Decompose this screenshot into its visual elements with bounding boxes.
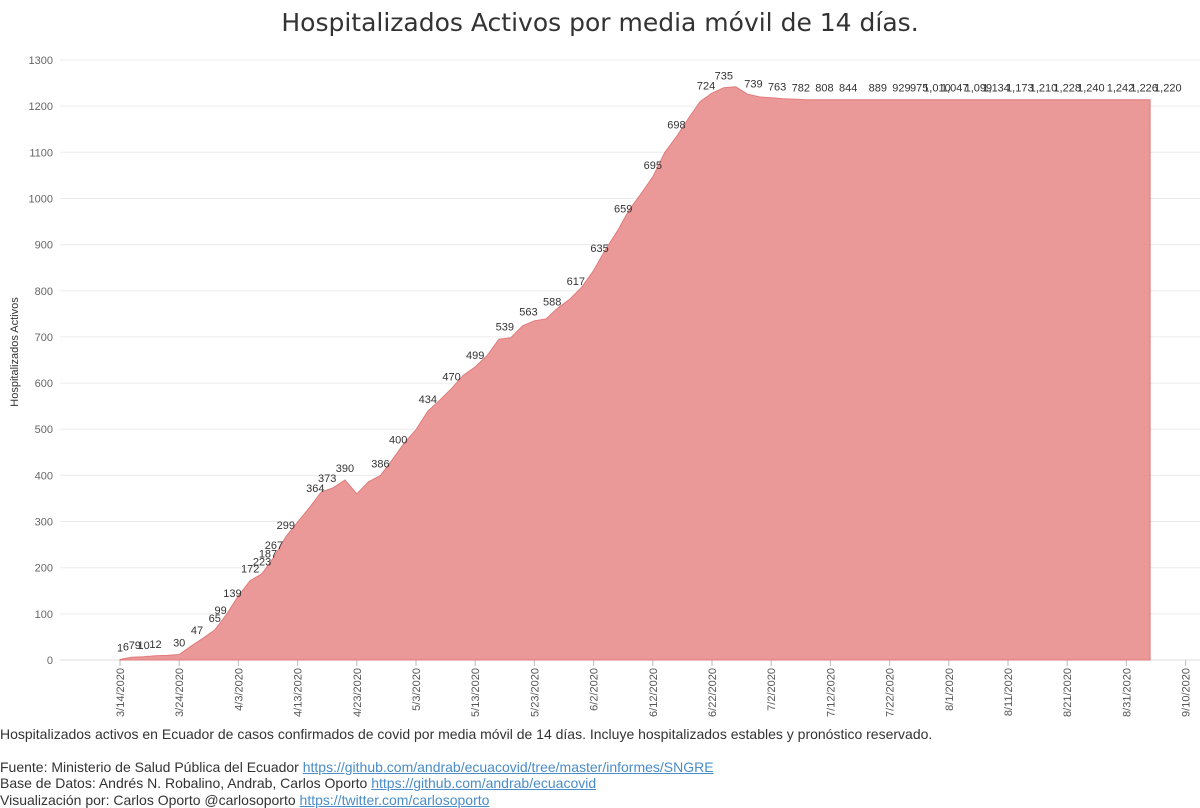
data-label: 139 — [223, 588, 241, 600]
data-label: 386 — [371, 458, 389, 470]
y-tick-label: 500 — [35, 424, 53, 436]
y-tick-label: 900 — [35, 240, 53, 252]
data-label: 617 — [567, 276, 585, 288]
data-label: 763 — [768, 81, 786, 93]
data-label: 588 — [543, 296, 561, 308]
data-label: 30 — [173, 637, 185, 649]
data-label: 499 — [466, 350, 484, 362]
data-label: 267 — [265, 540, 283, 552]
y-axis: 0 100 200 300 400 500 600 700 800 900 1000 1100 1200… — [29, 55, 53, 667]
y-tick-label: 700 — [35, 332, 53, 344]
x-tick-label: 4/23/2020 — [352, 668, 364, 717]
area-series — [120, 87, 1150, 660]
y-tick-label: 1200 — [29, 101, 53, 113]
data-label: 223 — [253, 557, 271, 569]
area-fill — [120, 87, 1150, 660]
x-tick-label: 4/3/2020 — [233, 668, 245, 711]
data-label: 539 — [496, 322, 514, 334]
data-label: 10 — [138, 640, 150, 652]
y-axis-label: Hospitalizados Activos — [9, 297, 21, 407]
data-label: 929 — [892, 83, 910, 95]
data-label: 299 — [277, 520, 295, 532]
data-label: 400 — [389, 434, 407, 446]
footer-source: Fuente: Ministerio de Salud Pública del … — [0, 759, 1200, 776]
data-label: 470 — [442, 372, 460, 384]
data-label: 739 — [744, 79, 762, 91]
footer-description: Hospitalizados activos en Ecuador de cas… — [0, 726, 1200, 743]
footer-source-text: Fuente: Ministerio de Salud Pública del … — [0, 759, 303, 775]
data-label: 735 — [715, 71, 733, 83]
footer-database: Base de Datos: Andrés N. Robalino, Andra… — [0, 775, 1200, 792]
x-tick-label: 8/31/2020 — [1121, 668, 1133, 717]
data-label: 889 — [869, 83, 887, 95]
data-label: 695 — [644, 160, 662, 172]
data-label: 12 — [149, 639, 161, 651]
y-tick-label: 1100 — [29, 147, 53, 159]
x-tick-label: 7/12/2020 — [825, 668, 837, 717]
data-label: 844 — [839, 83, 857, 95]
x-tick-label: 5/13/2020 — [470, 668, 482, 717]
x-tick-label: 3/24/2020 — [174, 668, 186, 717]
data-label: 563 — [519, 306, 537, 318]
data-label: 434 — [419, 394, 437, 406]
data-label: 659 — [614, 204, 632, 216]
y-tick-label: 100 — [35, 609, 53, 621]
data-label: 47 — [191, 625, 203, 637]
data-label: 698 — [667, 120, 685, 132]
data-label: 724 — [697, 80, 715, 92]
data-label: 808 — [815, 83, 833, 95]
y-tick-label: 300 — [35, 517, 53, 529]
data-label: 99 — [215, 605, 227, 617]
source-link[interactable]: https://github.com/andrab/ecuacovid/tree… — [303, 759, 714, 775]
data-label: 1,240 — [1077, 83, 1105, 95]
x-tick-label: 7/2/2020 — [766, 668, 778, 711]
y-tick-label: 200 — [35, 563, 53, 575]
data-label: 635 — [590, 243, 608, 255]
y-tick-label: 1000 — [29, 193, 53, 205]
x-tick-label: 6/2/2020 — [589, 668, 601, 711]
x-tick-label: 5/23/2020 — [529, 668, 541, 717]
y-tick-label: 800 — [35, 286, 53, 298]
data-label: 782 — [792, 82, 810, 94]
x-tick-label: 9/10/2020 — [1181, 668, 1193, 717]
x-tick-label: 4/13/2020 — [293, 668, 305, 717]
data-label: 1,220 — [1154, 83, 1182, 95]
y-tick-label: 0 — [47, 655, 53, 667]
x-tick-label: 6/22/2020 — [707, 668, 719, 717]
y-tick-label: 600 — [35, 378, 53, 390]
x-tick-label: 8/11/2020 — [1003, 668, 1015, 716]
footer-visualization-text: Visualización por: Carlos Oporto @carlos… — [0, 792, 300, 808]
x-tick-label: 8/21/2020 — [1062, 668, 1074, 717]
footer-visualization: Visualización por: Carlos Oporto @carlos… — [0, 792, 1200, 808]
footer: Hospitalizados activos en Ecuador de cas… — [0, 726, 1200, 808]
x-tick-label: 6/12/2020 — [648, 668, 660, 717]
data-label: 373 — [318, 473, 336, 485]
x-tick-label: 5/3/2020 — [411, 668, 423, 711]
area-chart: 0 100 200 300 400 500 600 700 800 900 1000 1100 1200… — [0, 0, 1200, 725]
x-axis: 3/14/2020 3/24/2020 4/3/2020 4/13/2020 4/23/… — [60, 660, 1200, 717]
x-tick-label: 7/22/2020 — [885, 668, 897, 717]
visualization-link[interactable]: https://twitter.com/carlosoporto — [300, 792, 490, 808]
data-label: 390 — [336, 463, 354, 475]
y-tick-label: 1300 — [29, 55, 53, 67]
x-tick-label: 3/14/2020 — [115, 668, 127, 717]
y-tick-label: 400 — [35, 470, 53, 482]
x-tick-label: 8/1/2020 — [944, 668, 956, 711]
footer-database-text: Base de Datos: Andrés N. Robalino, Andra… — [0, 775, 371, 791]
database-link[interactable]: https://github.com/andrab/ecuacovid — [371, 775, 596, 791]
